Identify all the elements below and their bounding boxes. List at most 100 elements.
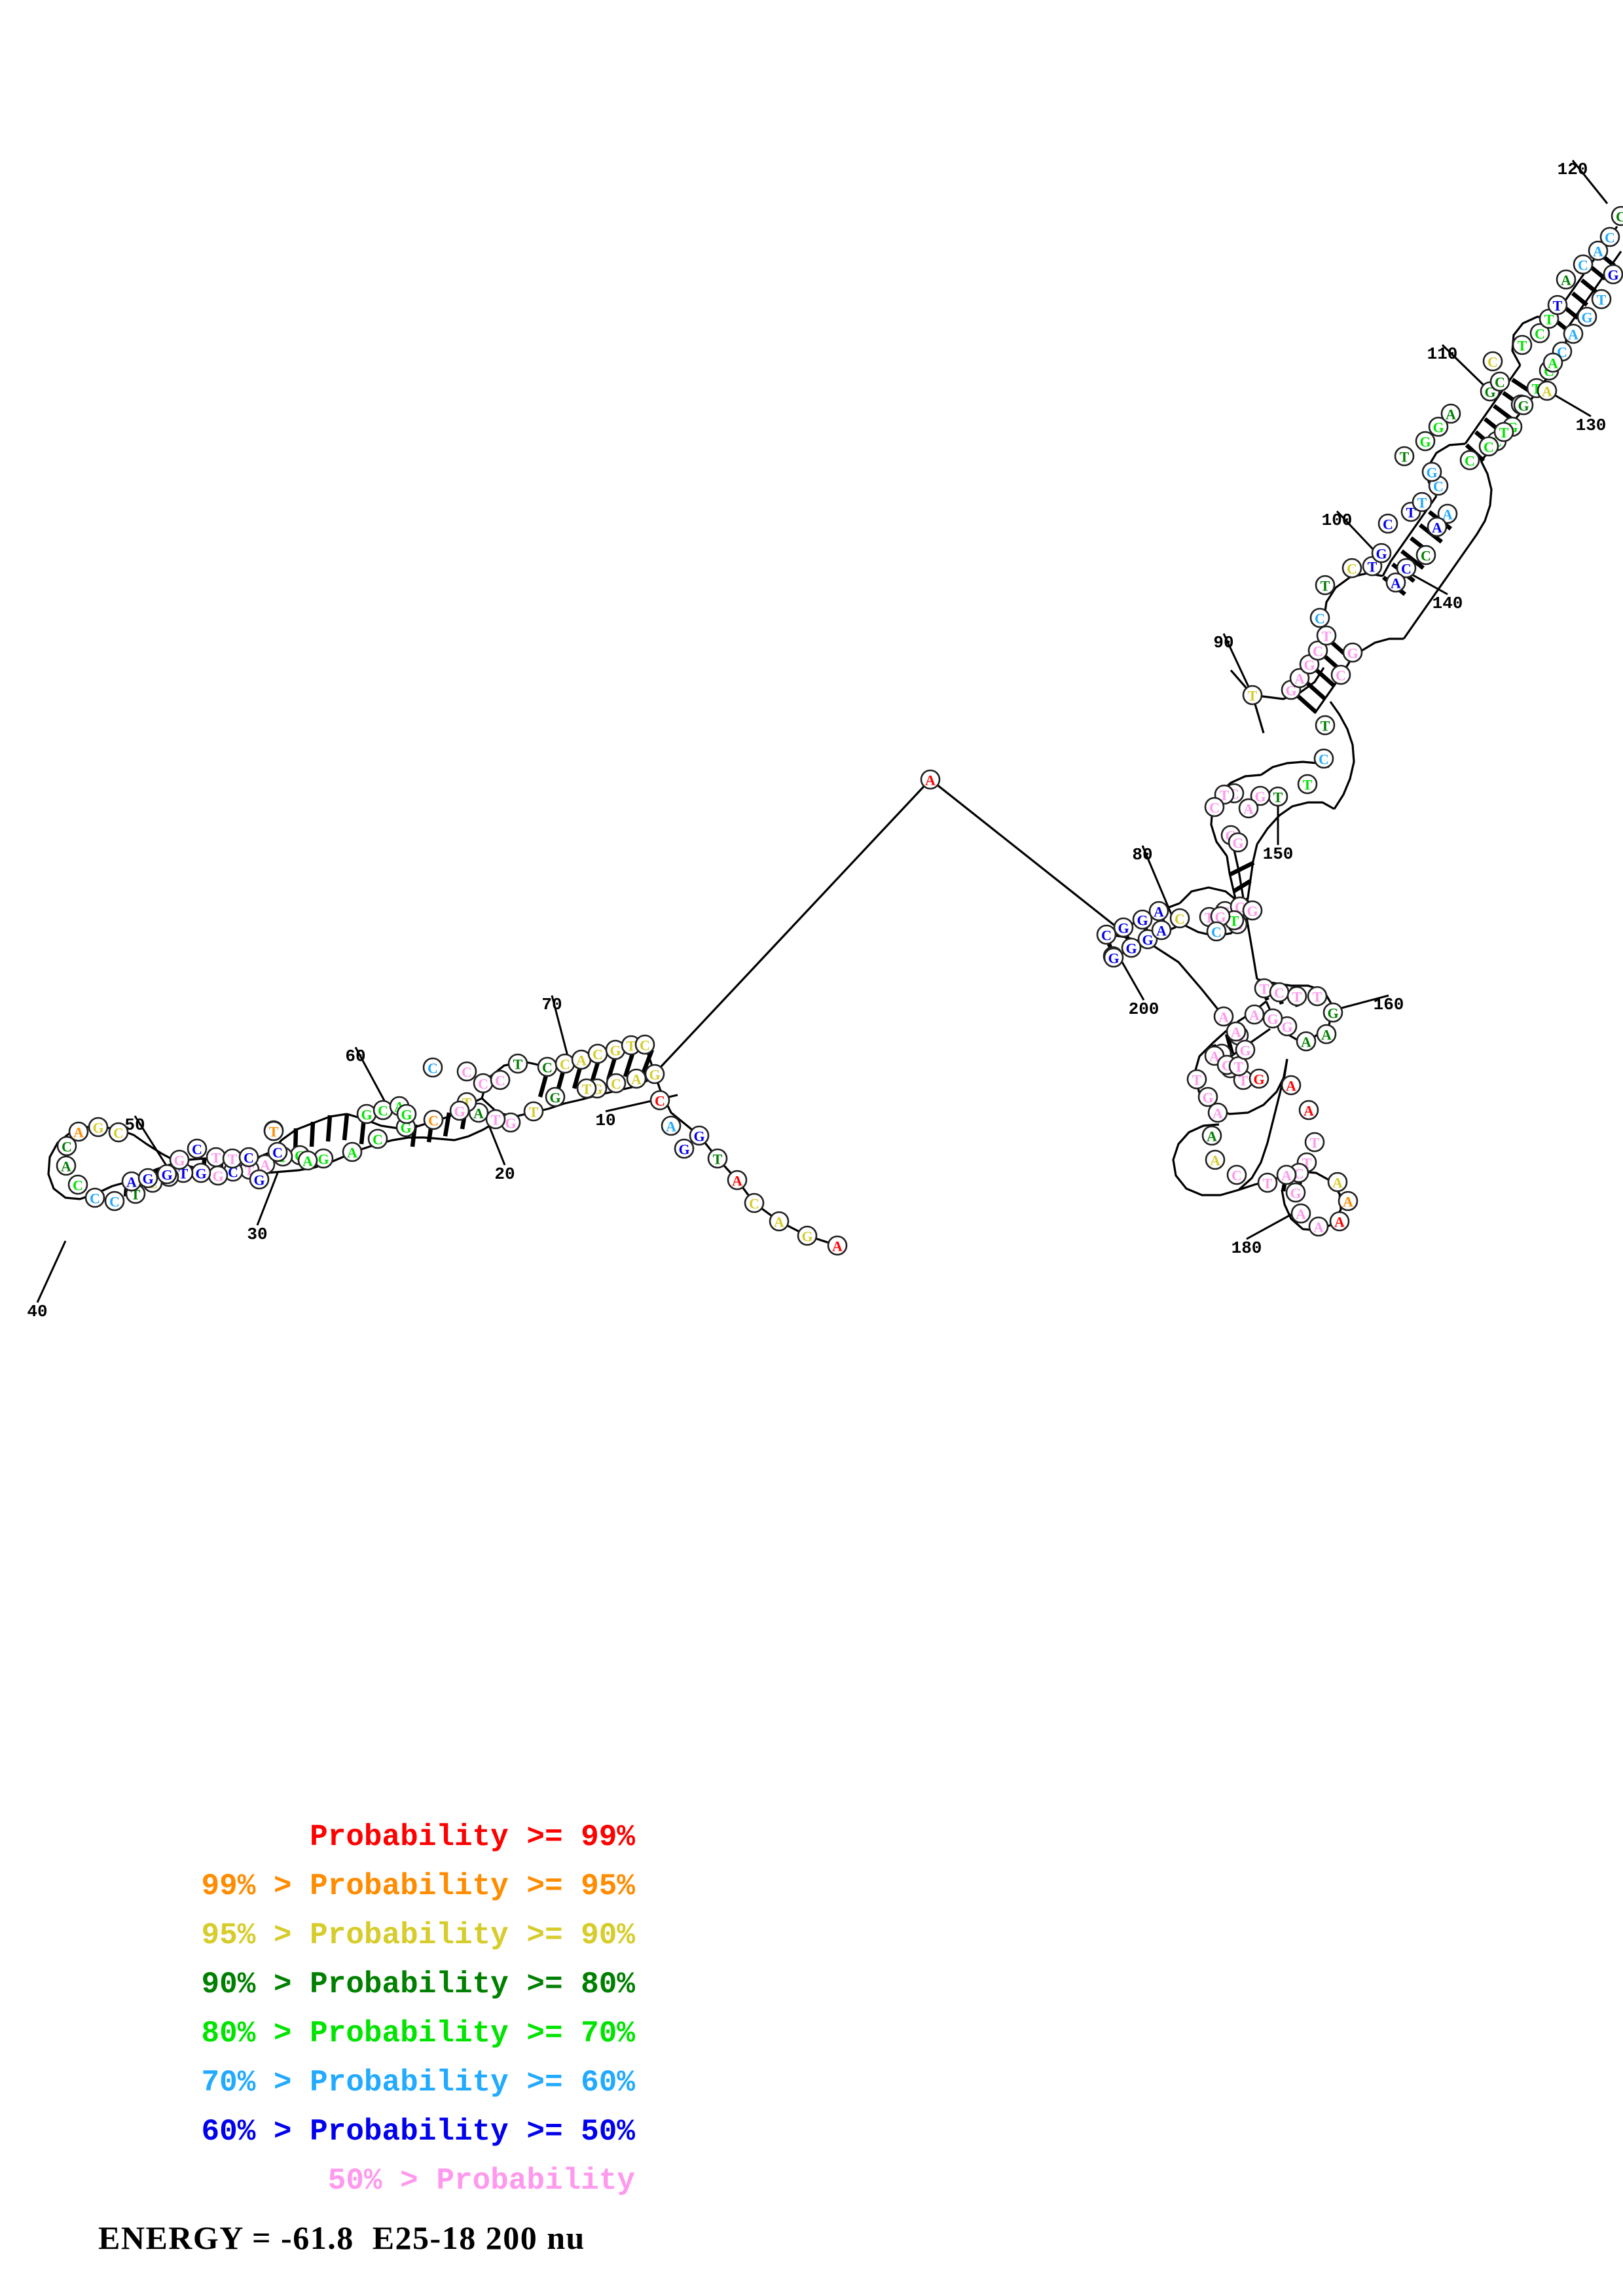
nucleotide[interactable]: T	[1242, 685, 1263, 706]
nucleotide[interactable]: C	[187, 1138, 208, 1159]
nucleotide[interactable]: C	[1396, 558, 1417, 579]
nucleotide[interactable]: G	[1228, 832, 1249, 853]
nucleotide[interactable]: A	[1205, 1149, 1226, 1170]
nucleotide[interactable]: G	[396, 1103, 417, 1124]
nucleotide[interactable]: T	[206, 1147, 227, 1168]
nucleotide[interactable]: C	[649, 1090, 670, 1111]
nucleotide[interactable]: C	[373, 1100, 393, 1121]
nucleotide[interactable]: A	[1296, 1031, 1317, 1052]
nucleotide[interactable]: A	[1148, 901, 1169, 922]
nucleotide[interactable]: C	[1599, 226, 1620, 247]
nucleotide[interactable]: C	[1313, 748, 1334, 769]
nucleotide[interactable]: C	[108, 1122, 129, 1143]
nucleotide[interactable]: A	[626, 1068, 647, 1089]
nucleotide[interactable]: A	[827, 1235, 848, 1256]
nucleotide[interactable]: T	[523, 1101, 544, 1122]
nucleotide[interactable]: G	[1322, 1002, 1343, 1023]
nucleotide[interactable]: C	[1478, 436, 1499, 457]
nucleotide[interactable]: C	[456, 1061, 477, 1082]
nucleotide[interactable]: A	[56, 1155, 77, 1176]
nucleotide[interactable]: C	[1206, 921, 1227, 942]
nucleotide[interactable]: A	[1201, 1125, 1222, 1146]
nucleotide[interactable]: C	[1482, 351, 1503, 372]
nucleotide[interactable]: A	[1207, 1102, 1228, 1123]
nucleotide[interactable]: G	[797, 1225, 818, 1246]
nucleotide[interactable]: C	[606, 1073, 627, 1094]
nucleotide[interactable]: G	[644, 1064, 665, 1085]
nucleotide[interactable]: G	[1371, 543, 1392, 564]
nucleotide[interactable]: G	[208, 1165, 228, 1186]
nucleotide[interactable]: G	[689, 1125, 710, 1146]
nucleotide[interactable]: G	[1250, 785, 1271, 806]
nucleotide[interactable]: C	[1341, 558, 1362, 579]
nucleotide[interactable]: A	[1385, 572, 1406, 593]
nucleotide[interactable]: G	[169, 1149, 190, 1170]
nucleotide[interactable]: A	[1563, 323, 1584, 344]
nucleotide[interactable]: T	[1296, 1152, 1317, 1173]
nucleotide[interactable]: A	[769, 1211, 790, 1232]
nucleotide[interactable]: G	[249, 1169, 270, 1190]
nucleotide[interactable]: C	[423, 1109, 444, 1130]
nucleotide[interactable]: C	[67, 1174, 88, 1195]
nucleotide[interactable]: C	[1226, 1164, 1247, 1185]
nucleotide[interactable]: A	[1290, 1203, 1311, 1224]
nucleotide[interactable]: A	[1542, 352, 1563, 373]
nucleotide[interactable]: A	[1226, 1021, 1247, 1042]
nucleotide[interactable]: T	[1493, 422, 1514, 442]
nucleotide[interactable]: C	[1489, 371, 1510, 392]
nucleotide[interactable]: A	[1244, 1004, 1265, 1025]
nucleotide[interactable]: C	[1611, 206, 1623, 226]
nucleotide[interactable]: G	[1242, 900, 1263, 921]
nucleotide[interactable]: A	[1338, 1191, 1359, 1211]
nucleotide[interactable]: G	[1513, 395, 1534, 416]
nucleotide[interactable]: C	[473, 1073, 494, 1094]
nucleotide[interactable]: C	[744, 1193, 765, 1213]
nucleotide[interactable]: G	[1262, 1008, 1283, 1029]
nucleotide[interactable]: C	[1529, 323, 1550, 344]
nucleotide[interactable]: A	[727, 1170, 748, 1191]
nucleotide[interactable]: G	[1603, 264, 1623, 285]
nucleotide[interactable]: T	[1228, 1056, 1249, 1077]
nucleotide[interactable]: C	[1415, 545, 1436, 565]
nucleotide[interactable]: T	[1547, 295, 1568, 315]
nucleotide[interactable]: A	[1298, 1100, 1319, 1121]
nucleotide[interactable]: A	[1556, 269, 1577, 290]
nucleotide[interactable]: A	[1289, 668, 1310, 689]
nucleotide[interactable]: A	[1308, 1216, 1329, 1237]
nucleotide[interactable]: T	[707, 1148, 728, 1169]
nucleotide[interactable]: A	[1281, 1075, 1302, 1096]
nucleotide[interactable]: G	[88, 1117, 109, 1138]
nucleotide[interactable]: T	[1315, 715, 1336, 736]
nucleotide[interactable]: A	[920, 769, 941, 790]
nucleotide[interactable]: T	[1254, 978, 1275, 999]
nucleotide[interactable]: C	[1269, 982, 1290, 1003]
nucleotide[interactable]: C	[1573, 254, 1594, 275]
nucleotide[interactable]: T	[1394, 446, 1415, 467]
nucleotide[interactable]: G	[356, 1103, 377, 1124]
nucleotide[interactable]: C	[238, 1147, 259, 1168]
nucleotide[interactable]: T	[576, 1078, 597, 1099]
nucleotide[interactable]: C	[367, 1128, 388, 1149]
nucleotide[interactable]: G	[1235, 1039, 1256, 1060]
nucleotide[interactable]: C	[537, 1056, 558, 1077]
nucleotide[interactable]: A	[342, 1141, 363, 1162]
nucleotide[interactable]: C	[1459, 450, 1480, 471]
nucleotide[interactable]: G	[1421, 461, 1442, 482]
nucleotide[interactable]: T	[1286, 986, 1307, 1007]
nucleotide[interactable]: A	[1213, 1006, 1234, 1027]
nucleotide[interactable]: T	[1257, 1172, 1278, 1193]
nucleotide[interactable]: A	[1238, 798, 1259, 819]
nucleotide[interactable]: G	[1210, 906, 1231, 927]
nucleotide[interactable]: A	[1440, 403, 1461, 424]
nucleotide[interactable]: G	[156, 1164, 177, 1185]
nucleotide[interactable]: G	[449, 1100, 470, 1121]
nucleotide[interactable]: C	[1307, 640, 1328, 661]
nucleotide[interactable]: A	[68, 1121, 89, 1142]
nucleotide[interactable]: G	[1277, 1016, 1298, 1037]
nucleotide[interactable]: C	[1377, 513, 1398, 534]
nucleotide[interactable]: C	[56, 1136, 77, 1157]
nucleotide[interactable]: A	[571, 1049, 592, 1070]
nucleotide[interactable]: C	[555, 1053, 575, 1074]
nucleotide[interactable]: C	[587, 1043, 608, 1064]
nucleotide[interactable]: C	[1169, 908, 1190, 929]
